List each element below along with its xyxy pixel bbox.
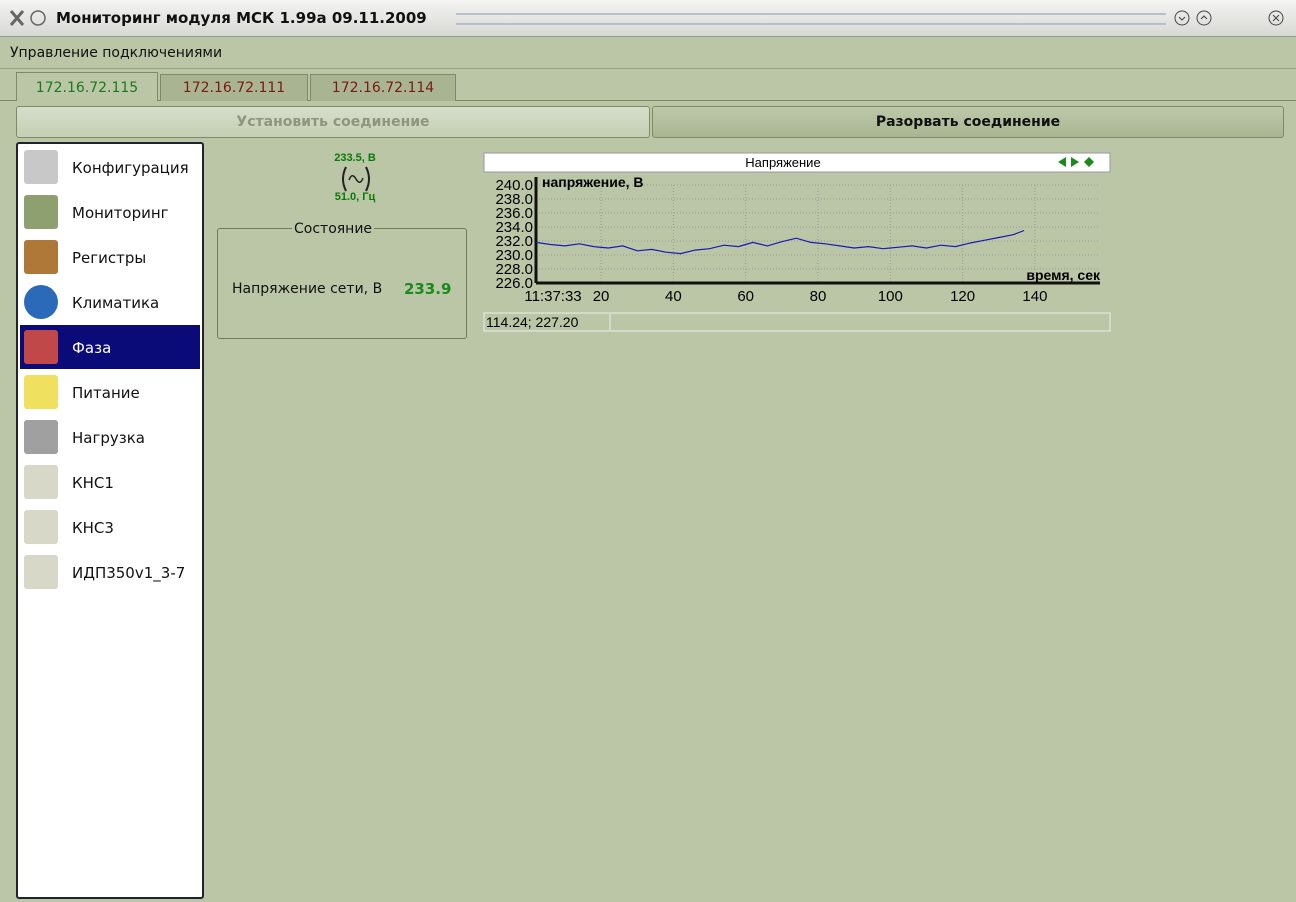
x-tick-label: 60 — [737, 288, 754, 305]
y-tick-label: 230.0 — [495, 247, 533, 264]
item-icon — [24, 465, 58, 499]
y-tick-label: 232.0 — [495, 233, 533, 250]
item-label: Нагрузка — [72, 429, 145, 447]
item-label: КНС3 — [72, 519, 114, 537]
indicator-voltage: 233.5, В — [334, 152, 376, 164]
chart: Напряжение 240.0238.0236.0234.0232.0230.0… — [483, 152, 1111, 332]
sidebar-item[interactable]: КНС1 — [20, 460, 200, 504]
chart-nav-button — [1058, 157, 1066, 167]
y-tick-label: 236.0 — [495, 205, 533, 222]
y-tick-label: 238.0 — [495, 191, 533, 208]
item-label: Фаза — [72, 339, 112, 357]
item-label: КНС1 — [72, 474, 114, 492]
menu-bar: Управление подключениями — [0, 38, 1296, 69]
item-icon — [24, 195, 58, 229]
item-icon — [24, 330, 58, 364]
item-label: Питание — [72, 384, 140, 402]
x-axis-label: время, сек — [1026, 267, 1101, 283]
item-icon — [24, 285, 58, 319]
item-icon — [24, 240, 58, 274]
data-line — [535, 229, 1025, 255]
item-icon — [24, 375, 58, 409]
x-tick-label: 100 — [878, 288, 903, 305]
sidebar: Конфигурация Мониторинг Регистры Климатика Ф… — [16, 142, 204, 899]
cursor-position: 114.24; 227.20 — [486, 314, 579, 330]
x-tick-label: 80 — [810, 288, 827, 305]
x-tick-label: 20 — [593, 288, 610, 305]
chart-nav-button — [1071, 157, 1079, 167]
indicator-frequency: 51.0, Гц — [334, 191, 376, 203]
tab-line — [0, 100, 1296, 101]
tab[interactable]: 172.16.72.115 — [16, 72, 158, 101]
chart-title: Напряжение — [745, 155, 820, 170]
item-icon — [24, 510, 58, 544]
y-tick-label: 226.0 — [495, 275, 533, 292]
item-icon — [24, 555, 58, 589]
connect-button[interactable]: Установить соединение — [16, 106, 650, 138]
start-time-label: 11:37:33 — [524, 288, 581, 305]
disconnect-button[interactable]: Разорвать соединение — [652, 106, 1284, 138]
title-bar: Мониторинг модуля МСК 1.99a 09.11.2009 — [0, 0, 1296, 37]
y-axis-label: напряжение, В — [542, 174, 644, 190]
title-decoration — [456, 13, 1166, 25]
cursor-status-bar — [483, 312, 1111, 332]
sidebar-item[interactable]: Конфигурация — [20, 145, 200, 189]
x-tick-label: 140 — [1022, 288, 1047, 305]
indicator-icon — [342, 166, 370, 192]
item-label: Мониторинг — [72, 204, 169, 222]
item-icon — [24, 420, 58, 454]
item-label: ИДП350v1_3-7 — [72, 564, 186, 582]
sidebar-item[interactable]: Фаза — [20, 325, 200, 369]
status-value: 233.9 — [404, 280, 452, 298]
sidebar-item[interactable]: Питание — [20, 370, 200, 414]
menu-item[interactable]: Управление подключениями — [10, 45, 223, 61]
x-tick-label: 40 — [665, 288, 682, 305]
sidebar-item[interactable]: Мониторинг — [20, 190, 200, 234]
status-box-title: Состояние — [292, 221, 375, 237]
x-tick-label: 120 — [950, 288, 975, 305]
y-tick-label: 240.0 — [495, 177, 533, 194]
window-title: Мониторинг модуля МСК 1.99a 09.11.2009 — [56, 9, 427, 27]
sidebar-item[interactable]: Регистры — [20, 235, 200, 279]
sidebar-item[interactable]: ИДП350v1_3-7 — [20, 550, 200, 594]
item-label: Климатика — [72, 294, 160, 312]
item-label: Регистры — [72, 249, 147, 267]
y-tick-label: 228.0 — [495, 261, 533, 278]
window-controls[interactable] — [1172, 8, 1290, 28]
item-label: Конфигурация — [72, 159, 189, 177]
chart-nav-button — [1084, 157, 1094, 167]
tab[interactable]: 172.16.72.114 — [310, 74, 456, 101]
y-tick-label: 234.0 — [495, 219, 533, 236]
status-label: Напряжение сети, В — [232, 281, 383, 297]
window-icons — [9, 10, 46, 26]
sidebar-item[interactable]: Нагрузка — [20, 415, 200, 459]
item-icon — [24, 150, 58, 184]
tab[interactable]: 172.16.72.111 — [160, 74, 308, 101]
chart-title-bar — [483, 152, 1111, 173]
sidebar-item[interactable]: Климатика — [20, 280, 200, 324]
sidebar-item[interactable]: КНС3 — [20, 505, 200, 549]
